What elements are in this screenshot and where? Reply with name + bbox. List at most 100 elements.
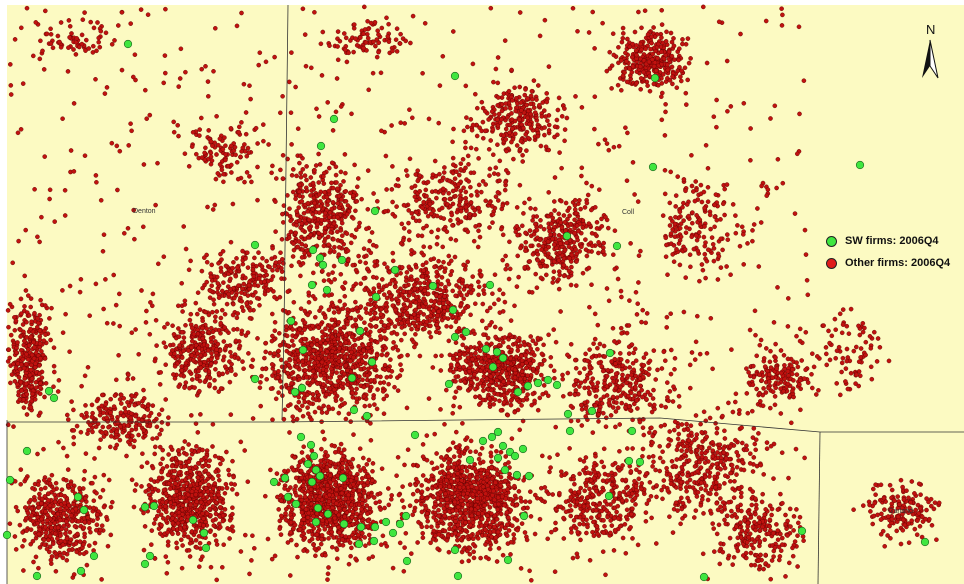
- other-firm-point: [541, 383, 547, 388]
- other-firm-point: [203, 454, 209, 460]
- other-firm-point: [413, 331, 418, 337]
- other-firm-point: [219, 486, 225, 491]
- other-firm-point: [467, 361, 473, 367]
- other-firm-point: [30, 485, 35, 491]
- other-firm-point: [475, 505, 481, 510]
- other-firm-point: [365, 301, 371, 307]
- other-firm-point: [528, 489, 533, 495]
- other-firm-point: [24, 412, 30, 417]
- other-firm-point: [361, 246, 367, 251]
- other-firm-point: [496, 546, 502, 551]
- other-firm-point: [38, 297, 43, 303]
- other-firm-point: [379, 319, 384, 325]
- other-firm-point: [283, 382, 289, 388]
- other-firm-point: [29, 506, 35, 512]
- other-firm-point: [397, 316, 403, 322]
- other-firm-point: [417, 280, 423, 286]
- other-firm-point: [38, 356, 43, 361]
- other-firm-point: [490, 291, 495, 297]
- other-firm-point: [519, 369, 525, 374]
- other-firm-point: [418, 285, 424, 291]
- other-firm-point: [366, 532, 372, 538]
- other-firm-point: [37, 491, 42, 497]
- other-firm-point: [530, 391, 536, 397]
- other-firm-point: [462, 528, 468, 533]
- other-firm-point: [483, 491, 489, 497]
- other-firm-point: [419, 509, 425, 515]
- other-firm-point: [42, 542, 47, 547]
- other-firm-point: [485, 513, 490, 519]
- other-firm-point: [395, 388, 401, 393]
- other-firm-point: [250, 357, 256, 363]
- other-firm-point: [485, 471, 490, 477]
- other-firm-point: [285, 343, 291, 349]
- other-firm-point: [453, 374, 459, 380]
- other-firm-point: [55, 389, 61, 394]
- other-firm-point: [500, 339, 506, 345]
- other-firm-point: [360, 530, 365, 536]
- other-firm-point: [267, 350, 273, 356]
- other-firm-point: [59, 487, 65, 493]
- other-firm-point: [520, 506, 526, 511]
- other-firm-point: [305, 405, 310, 410]
- other-firm-point: [532, 398, 537, 404]
- other-firm-point: [508, 356, 513, 361]
- other-firm-point: [473, 394, 478, 400]
- other-firm-point: [370, 274, 376, 280]
- other-firm-point: [453, 379, 458, 384]
- other-firm-point: [495, 529, 501, 535]
- other-firm-point: [505, 412, 511, 418]
- other-firm-point: [452, 525, 457, 530]
- other-firm-point: [350, 481, 356, 487]
- other-firm-point: [438, 484, 443, 489]
- other-firm-point: [393, 307, 398, 313]
- other-firm-point: [451, 454, 457, 459]
- other-firm-point: [37, 341, 43, 347]
- other-firm-point: [163, 509, 169, 515]
- other-firm-point: [382, 362, 388, 368]
- other-firm-point: [434, 451, 439, 456]
- other-firm-point: [447, 352, 453, 358]
- other-firm-point: [170, 520, 176, 526]
- other-firm-point: [401, 504, 407, 510]
- other-firm-point: [198, 481, 203, 487]
- other-firm-point: [26, 313, 32, 318]
- other-firm-point: [540, 391, 546, 397]
- other-firm-point: [278, 357, 284, 363]
- other-firm-point: [11, 424, 16, 429]
- other-firm-point: [486, 354, 491, 359]
- other-firm-point: [361, 482, 367, 488]
- other-firm-point: [188, 483, 193, 488]
- other-firm-point: [516, 489, 522, 494]
- other-firm-point: [513, 354, 519, 360]
- other-firm-point: [552, 199, 557, 204]
- other-firm-point: [481, 332, 486, 337]
- other-firm-point: [363, 260, 369, 266]
- other-firm-point: [338, 341, 344, 347]
- other-firm-point: [504, 371, 510, 377]
- other-firm-point: [39, 375, 45, 381]
- other-firm-point: [475, 496, 480, 501]
- other-firm-point: [378, 334, 383, 339]
- other-firm-point: [388, 496, 394, 502]
- other-firm-point: [180, 543, 185, 548]
- other-firm-point: [386, 322, 392, 328]
- other-firm-point: [531, 366, 536, 372]
- other-firm-point: [358, 468, 363, 473]
- other-firm-point: [73, 506, 79, 512]
- other-firm-point: [335, 378, 341, 384]
- other-firm-point: [162, 504, 168, 509]
- other-firm-point: [203, 478, 208, 484]
- other-firm-point: [374, 374, 380, 379]
- other-firm-point: [481, 388, 486, 393]
- other-firm-point: [566, 274, 571, 280]
- other-firm-point: [483, 542, 488, 547]
- other-firm-point: [47, 503, 53, 509]
- other-firm-point: [454, 329, 460, 334]
- other-firm-point: [491, 529, 497, 534]
- other-firm-point: [501, 392, 507, 398]
- other-firm-point: [428, 323, 433, 329]
- other-firm-point: [300, 483, 306, 488]
